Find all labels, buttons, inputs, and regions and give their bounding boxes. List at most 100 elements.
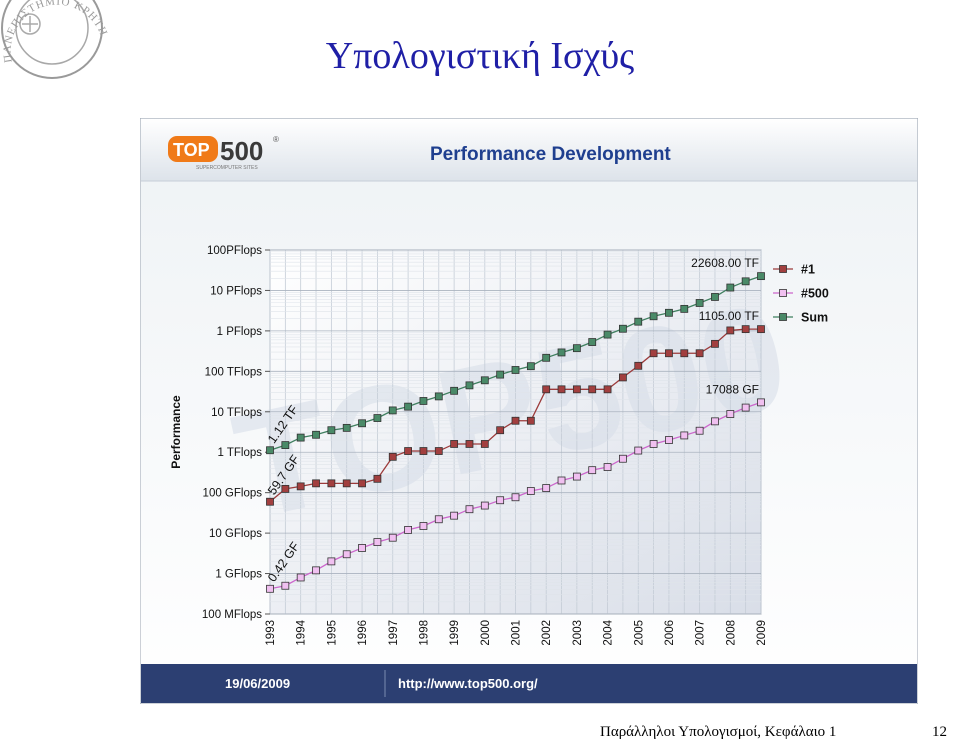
data-point-number-one	[634, 361, 643, 370]
data-point-sum	[680, 304, 689, 313]
data-point-number-500	[312, 566, 320, 575]
data-point-number-500	[342, 550, 351, 559]
data-point-number-one	[603, 385, 612, 394]
data-point-number-one	[404, 447, 412, 455]
data-point-number-one	[665, 349, 673, 358]
data-point-sum	[695, 299, 704, 307]
x-tick-label: 2009	[756, 620, 768, 646]
data-point-number-500	[542, 484, 551, 492]
data-point-number-one	[358, 479, 366, 488]
y-tick-label: 100 MFlops	[202, 609, 262, 621]
data-point-number-500	[603, 463, 612, 471]
annotation-label: 22608.00 TF	[691, 256, 759, 270]
x-tick-label: 2004	[603, 619, 615, 645]
data-point-number-500	[434, 515, 443, 524]
data-point-number-500	[695, 426, 704, 435]
logo-top: TOP	[173, 140, 210, 160]
y-tick-label: 100PFlops	[207, 245, 262, 257]
data-point-sum	[526, 362, 535, 371]
data-point-sum	[588, 338, 597, 346]
y-tick-label: 10 TFlops	[211, 407, 262, 419]
y-tick-label: 10 GFlops	[209, 528, 262, 540]
legend-label: #500	[801, 287, 829, 301]
data-point-number-one	[281, 484, 290, 493]
x-tick-label: 2001	[511, 620, 523, 646]
x-tick-label: 2002	[541, 620, 553, 646]
footer-date: 19/06/2009	[225, 676, 290, 691]
data-point-number-one	[557, 385, 566, 394]
data-point-sum	[373, 414, 382, 422]
annotation-label: 17088 GF	[706, 382, 759, 396]
data-point-number-500	[634, 446, 643, 455]
data-point-sum	[434, 392, 443, 401]
data-point-sum	[496, 370, 505, 379]
logo-tagline: SUPERCOMPUTER SITES	[196, 165, 258, 171]
x-tick-label: 2006	[664, 620, 676, 646]
top500-logo: TOP 500 ® SUPERCOMPUTER SITES	[168, 135, 279, 171]
data-point-sum	[419, 397, 428, 405]
x-tick-label: 2000	[480, 620, 492, 646]
legend-label: Sum	[801, 311, 828, 325]
data-point-number-500	[588, 466, 597, 475]
data-point-number-one	[649, 349, 658, 358]
data-point-sum	[726, 283, 735, 292]
data-point-number-one	[419, 447, 428, 455]
data-point-sum	[619, 324, 627, 333]
footer-url: http://www.top500.org/	[398, 676, 538, 691]
chart-title: Performance Development	[430, 144, 671, 165]
data-point-number-500	[419, 522, 428, 530]
x-tick-label: 1997	[388, 620, 400, 646]
data-point-sum	[603, 330, 612, 339]
data-point-number-one	[757, 325, 765, 334]
data-point-number-one	[480, 440, 489, 448]
data-point-number-one	[711, 339, 719, 348]
data-point-sum	[557, 348, 566, 357]
chart-frame: TOP 500 ® SUPERCOMPUTER SITES Performanc…	[139, 117, 919, 705]
data-point-number-one	[342, 479, 351, 488]
data-point-number-one	[511, 416, 520, 425]
university-seal: ΠΑΝΕΠΙΣΤΗΜΙΟ ΚΡΗΤΗΣ	[0, 0, 109, 79]
data-point-number-500	[450, 511, 459, 520]
data-point-number-one	[542, 385, 551, 394]
y-tick-label: 1 PFlops	[217, 326, 263, 338]
x-tick-label: 1994	[296, 619, 308, 645]
logo-500: 500	[220, 136, 263, 166]
x-tick-label: 1995	[326, 620, 338, 646]
data-point-sum	[741, 277, 750, 286]
data-point-sum	[388, 406, 397, 415]
data-point-sum	[711, 293, 719, 301]
y-tick-label: 1 GFlops	[215, 569, 262, 581]
data-point-sum	[266, 446, 274, 455]
data-point-number-500	[741, 403, 750, 412]
legend-marker	[779, 289, 787, 297]
data-point-sum	[296, 433, 305, 442]
data-point-number-one	[526, 416, 535, 425]
data-point-number-500	[711, 417, 719, 426]
data-point-number-500	[511, 493, 520, 502]
data-point-sum	[465, 381, 474, 390]
data-point-sum	[757, 272, 765, 281]
y-axis-label: Performance	[169, 395, 183, 469]
footer-bar	[141, 664, 917, 703]
data-point-number-500	[266, 584, 274, 593]
data-point-number-one	[434, 447, 443, 455]
x-tick-label: 1996	[357, 620, 369, 646]
x-tick-label: 2005	[633, 620, 645, 646]
data-point-number-one	[450, 440, 459, 448]
data-point-number-one	[465, 440, 474, 448]
data-point-number-one	[496, 426, 505, 435]
data-point-number-one	[741, 325, 750, 334]
x-tick-label: 1998	[418, 620, 430, 646]
y-tick-label: 10 PFlops	[210, 285, 262, 297]
data-point-number-one	[695, 349, 704, 358]
x-tick-label: 2008	[725, 620, 737, 646]
data-point-number-500	[296, 573, 305, 582]
data-point-number-one	[388, 452, 397, 461]
data-point-sum	[480, 376, 489, 385]
data-point-sum	[342, 423, 351, 432]
logo-registered: ®	[273, 135, 279, 144]
data-point-number-500	[572, 472, 581, 481]
data-point-number-500	[726, 410, 735, 418]
data-point-number-one	[373, 474, 382, 483]
